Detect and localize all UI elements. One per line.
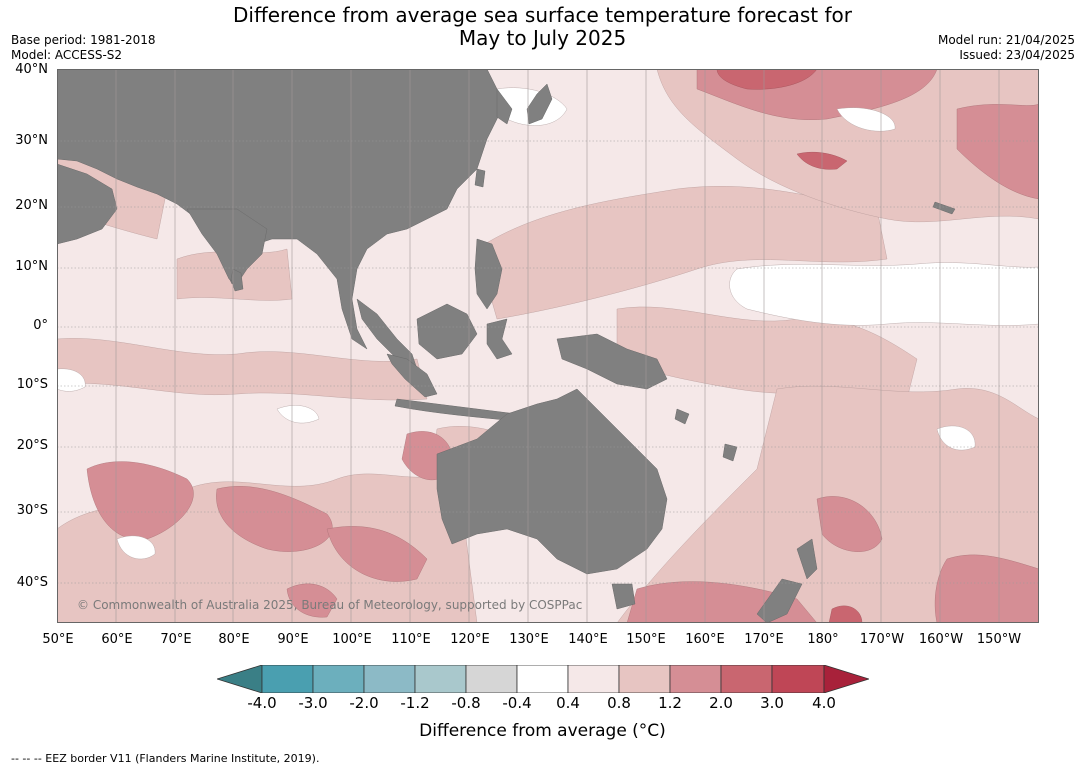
lat-label-equator: 0° [33, 318, 48, 333]
colorbar-extend-low [217, 665, 263, 693]
land [57, 69, 956, 623]
colorbar-tick: 2.0 [709, 694, 733, 712]
colorbar-tick: -3.0 [298, 694, 328, 712]
lon-label-120e: 120°E [450, 632, 490, 647]
colorbar-tick: -2.0 [349, 694, 379, 712]
lat-label-30n: 30°N [15, 133, 48, 148]
lon-label-90e: 90°E [277, 632, 309, 647]
graticule [57, 140, 1039, 584]
metadata-left: Base period: 1981-2018 Model: ACCESS-S2 [11, 33, 156, 63]
title-line-1: Difference from average sea surface temp… [232, 3, 852, 27]
colorbar-tick: -0.4 [502, 694, 532, 712]
issued-date: Issued: 23/04/2025 [959, 48, 1075, 62]
colorbar-extend-high [823, 665, 869, 693]
copyright-notice: © Commonwealth of Australia 2025, Bureau… [77, 598, 583, 612]
lat-label-10n: 10°N [15, 259, 48, 274]
lon-label-140e: 140°E [568, 632, 608, 647]
lon-label-50e: 50°E [42, 632, 74, 647]
lon-label-170e: 170°E [744, 632, 784, 647]
lat-label-20n: 20°N [15, 198, 48, 213]
lon-label-60e: 60°E [101, 632, 133, 647]
eez-footnote: -- -- -- EEZ border V11 (Flanders Marine… [11, 752, 320, 765]
colorbar-segment [414, 665, 467, 693]
lat-label-10s: 10°S [16, 377, 48, 392]
sst-anomaly-map [57, 69, 1039, 623]
lon-label-150w: 150°W [976, 632, 1022, 647]
colorbar-tick: 4.0 [812, 694, 836, 712]
lat-label-20s: 20°S [16, 438, 48, 453]
title-line-2: May to July 2025 [458, 26, 627, 50]
lon-label-160e: 160°E [685, 632, 725, 647]
meridians [115, 69, 1000, 623]
colorbar-segment [720, 665, 773, 693]
colorbar-segment [516, 665, 569, 693]
lat-label-40s: 40°S [16, 575, 48, 590]
colorbar-tick: -0.8 [451, 694, 481, 712]
colorbar-tick: 3.0 [760, 694, 784, 712]
lon-label-80e: 80°E [218, 632, 250, 647]
colorbar-tick: 1.2 [658, 694, 682, 712]
colorbar-segment [312, 665, 365, 693]
colorbar-tick: -4.0 [247, 694, 277, 712]
lon-label-180: 180° [807, 632, 839, 647]
colorbar-segment [618, 665, 671, 693]
map-canvas [57, 69, 1039, 623]
lat-label-40n: 40°N [15, 62, 48, 77]
model-name: Model: ACCESS-S2 [11, 48, 123, 62]
colorbar-tick: -1.2 [400, 694, 430, 712]
colorbar-tick: 0.4 [556, 694, 580, 712]
lon-label-130e: 130°E [509, 632, 549, 647]
colorbar-label: Difference from average (°C) [419, 721, 666, 741]
colorbar-segment [465, 665, 518, 693]
colorbar-tick: 0.8 [607, 694, 631, 712]
map-title: Difference from average sea surface temp… [0, 4, 1085, 50]
lon-label-170w: 170°W [859, 632, 905, 647]
model-run: Model run: 21/04/2025 [937, 33, 1075, 47]
colorbar-segment [771, 665, 825, 693]
lon-label-160w: 160°W [918, 632, 964, 647]
anomaly-1.2-2.0 [86, 69, 1039, 623]
base-period: Base period: 1981-2018 [11, 33, 156, 47]
metadata-right: Model run: 21/04/2025 Issued: 23/04/2025 [938, 33, 1075, 63]
colorbar-segment [363, 665, 416, 693]
colorbar [217, 665, 869, 693]
colorbar-segment [261, 665, 314, 693]
lon-label-70e: 70°E [160, 632, 192, 647]
lon-label-100e: 100°E [332, 632, 372, 647]
anomaly-neutral [57, 87, 1039, 560]
colorbar-segment [669, 665, 722, 693]
lat-label-30s: 30°S [16, 503, 48, 518]
lon-label-150e: 150°E [626, 632, 666, 647]
colorbar-segment [567, 665, 620, 693]
lon-label-110e: 110°E [391, 632, 431, 647]
